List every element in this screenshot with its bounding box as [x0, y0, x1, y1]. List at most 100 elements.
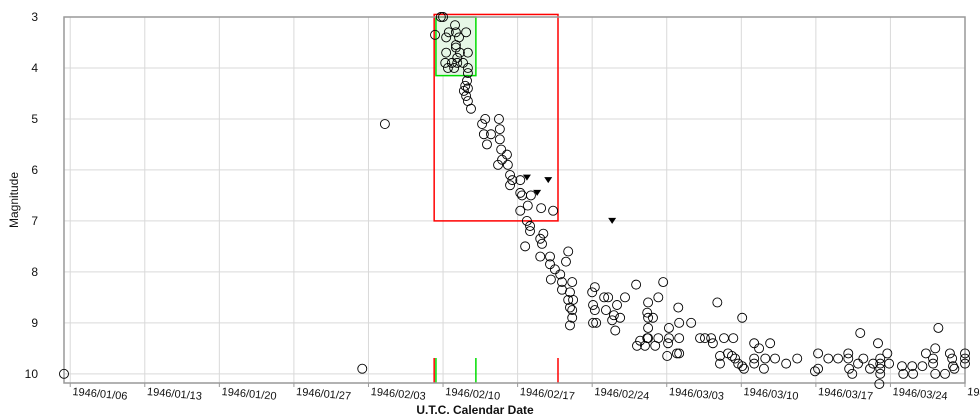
observation-point [438, 12, 448, 22]
observation-point [525, 190, 536, 201]
observation-point [643, 312, 654, 323]
observation-point [454, 47, 465, 58]
observation-point [662, 351, 673, 361]
observation-point [947, 353, 958, 364]
upper-limit-marker [522, 174, 531, 181]
observation-point [749, 353, 760, 364]
observation-point [589, 305, 600, 316]
x-tick-label: 1946/01/06 [72, 386, 128, 403]
observation-point [441, 32, 452, 43]
observation-point [565, 320, 575, 331]
observation-point [674, 333, 685, 344]
observation-point [567, 312, 578, 323]
observation-point [643, 322, 654, 333]
observation-point [640, 340, 650, 351]
observation-point [536, 203, 547, 214]
observation-point [450, 42, 461, 53]
x-tick-label: 1946/01/13 [147, 386, 203, 403]
x-tick-label: 1946/03/17 [818, 386, 874, 403]
observation-point [727, 351, 737, 361]
observation-point [357, 363, 368, 374]
observation-point [441, 47, 452, 58]
observation-point [515, 175, 526, 186]
y-tick-label: 8 [31, 265, 38, 279]
observation-point [446, 57, 457, 68]
x-tick-label: 1946/03/10 [743, 386, 799, 403]
plot-frame [63, 16, 966, 384]
observation-point [737, 312, 748, 323]
observation-point [686, 317, 697, 328]
observation-point [960, 348, 970, 359]
observation-point [833, 353, 844, 364]
observation-point [855, 328, 866, 338]
observation-point [882, 348, 893, 359]
observation-point [555, 269, 566, 280]
observation-point [462, 75, 472, 86]
x-tick-label: 1946/01/20 [221, 386, 277, 403]
observation-point [549, 264, 560, 275]
observation-point [615, 312, 626, 323]
x-tick-label: 1946/01/27 [296, 386, 352, 403]
data-points [59, 12, 970, 389]
observation-point [494, 113, 504, 124]
observation-point [917, 361, 928, 372]
observation-point [858, 353, 869, 364]
observation-point [379, 119, 390, 129]
observation-point [515, 187, 526, 198]
observation-point [715, 358, 725, 369]
observation-point [587, 287, 598, 298]
observation-point [632, 340, 642, 351]
observation-point [765, 338, 776, 349]
observation-point [525, 226, 535, 237]
y-tick-label: 3 [31, 10, 38, 24]
observation-point [505, 180, 516, 191]
observation-point [907, 361, 918, 372]
observation-point [865, 363, 875, 374]
observation-point [643, 297, 654, 308]
observation-point [739, 363, 749, 374]
observation-point [664, 322, 674, 333]
observation-point [875, 353, 886, 364]
observation-point [897, 361, 907, 372]
observation-point [695, 333, 705, 344]
observation-point [567, 305, 578, 316]
observation-point [673, 302, 684, 313]
observation-point [520, 241, 531, 252]
x-tick-label: 1946/03/31 [967, 386, 980, 403]
observation-point [450, 27, 461, 38]
observation-point [781, 358, 792, 369]
observation-point [671, 348, 682, 359]
y-tick-label: 5 [31, 112, 38, 126]
observation-point [608, 310, 619, 321]
observation-point [928, 358, 938, 369]
x-tick-label: 1946/02/17 [519, 386, 575, 403]
observation-point [930, 368, 941, 379]
observation-point [494, 134, 505, 145]
observation-point [610, 325, 621, 336]
observation-point [843, 353, 854, 364]
observation-point [563, 294, 574, 305]
observation-point [442, 63, 453, 73]
upper-limit-marker [544, 177, 553, 184]
observation-point [847, 368, 858, 379]
observation-point [928, 353, 938, 364]
observation-point [548, 205, 559, 216]
observation-point [477, 119, 488, 129]
observation-point [515, 205, 526, 216]
observation-point [960, 353, 970, 364]
observation-point [823, 353, 834, 364]
observation-point [462, 83, 473, 94]
observation-point [754, 343, 765, 354]
observation-point [59, 368, 69, 379]
observation-point [813, 363, 824, 374]
observation-point [770, 353, 780, 364]
observation-point [482, 139, 492, 150]
observation-point [440, 57, 451, 68]
observation-point [792, 353, 803, 364]
y-axis-label: Magnitude [7, 172, 21, 228]
y-tick-label: 9 [31, 316, 38, 330]
observation-point [521, 215, 532, 226]
observation-point [599, 292, 610, 303]
observation-point [460, 80, 471, 91]
observation-point [898, 368, 909, 379]
